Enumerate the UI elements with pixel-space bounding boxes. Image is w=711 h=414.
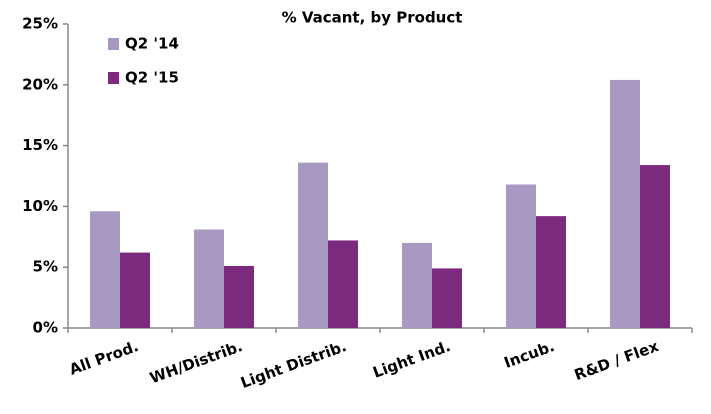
- x-tick-label: Incub.: [502, 337, 557, 372]
- x-tick-label: WH/Distrib.: [147, 337, 245, 387]
- bar: [640, 165, 670, 328]
- bar: [120, 252, 150, 328]
- bar: [402, 242, 432, 328]
- x-tick-label: Light Distrib.: [238, 337, 349, 392]
- chart-title: % Vacant, by Product: [282, 9, 463, 27]
- y-tick-label: 5%: [33, 258, 58, 276]
- x-tick-label: Light Ind.: [370, 337, 452, 382]
- bar: [536, 216, 566, 328]
- bar: [224, 265, 254, 328]
- bar: [194, 229, 224, 328]
- legend-label: Q2 '14: [125, 35, 179, 53]
- x-tick-label: R&D / Flex: [572, 337, 661, 384]
- y-tick-label: 0%: [33, 319, 58, 337]
- legend-swatch: [108, 38, 119, 50]
- bar: [506, 184, 536, 328]
- legend-label: Q2 '15: [125, 69, 179, 87]
- bar: [90, 211, 120, 328]
- bar: [610, 79, 640, 328]
- legend-swatch: [108, 72, 119, 84]
- bar: [328, 240, 358, 328]
- bar: [432, 268, 462, 328]
- y-tick-label: 15%: [22, 136, 58, 154]
- y-tick-label: 10%: [22, 197, 58, 215]
- y-tick-label: 25%: [22, 15, 58, 33]
- bar: [298, 162, 328, 328]
- x-tick-label: All Prod.: [67, 337, 141, 379]
- y-tick-label: 20%: [22, 75, 58, 93]
